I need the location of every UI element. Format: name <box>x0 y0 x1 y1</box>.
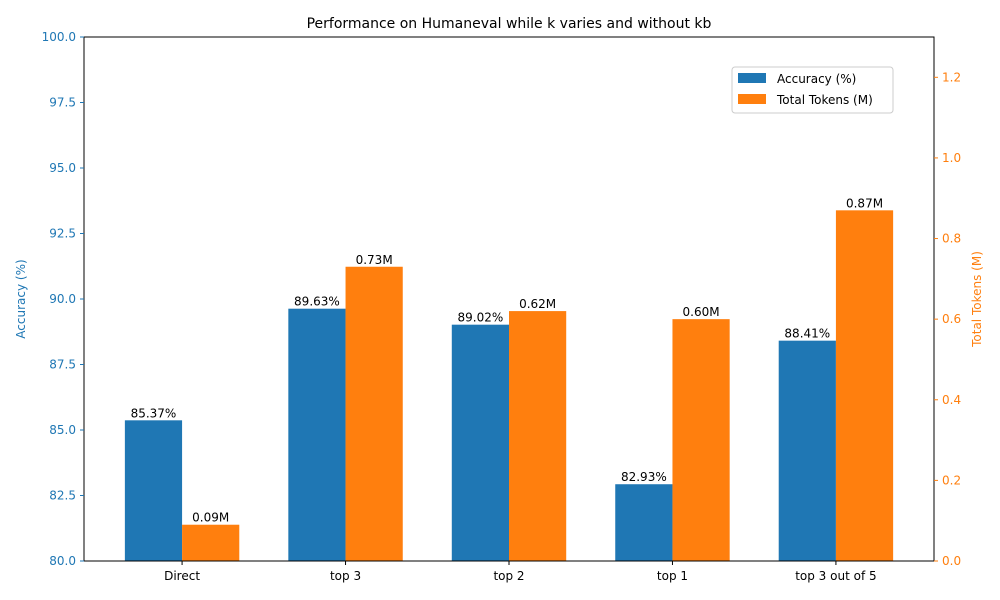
x-tick-label-3: top 1 <box>657 569 688 583</box>
x-tick-label-0: Direct <box>164 569 200 583</box>
x-tick-label-1: top 3 <box>330 569 361 583</box>
right-tick-label-0: 0.0 <box>942 554 961 568</box>
left-tick-label-6: 95.0 <box>49 161 76 175</box>
left-tick-label-5: 92.5 <box>49 227 76 241</box>
labels-layer: 85.37% 0.09M 89.63% 0.73M 89.02% 0.62M 82.93% 0… <box>131 196 883 524</box>
legend-label-0: Accuracy (%) <box>777 72 856 86</box>
accuracy-value-label-1: 89.63% <box>294 295 340 309</box>
tokens-value-label-4: 0.87M <box>846 196 883 210</box>
tokens-bar-1 <box>345 266 403 561</box>
tokens-bar-2 <box>509 311 567 561</box>
left-axis-title: Accuracy (%) <box>14 259 28 338</box>
accuracy-value-label-0: 85.37% <box>131 406 177 420</box>
left-tick-label-0: 80.0 <box>49 554 76 568</box>
tokens-value-label-2: 0.62M <box>519 297 556 311</box>
x-tick-label-2: top 2 <box>493 569 524 583</box>
tokens-value-label-0: 0.09M <box>192 511 229 525</box>
right-axis-title: Total Tokens (M) <box>970 251 984 348</box>
legend-box <box>731 66 894 114</box>
right-tick-label-2: 0.4 <box>942 393 961 407</box>
left-tick-label-3: 87.5 <box>49 358 76 372</box>
accuracy-bar-3 <box>615 484 673 561</box>
accuracy-bar-4 <box>778 340 836 561</box>
tokens-bar-4 <box>835 210 894 561</box>
left-tick-label-7: 97.5 <box>49 96 76 110</box>
accuracy-value-label-3: 82.93% <box>621 470 667 484</box>
left-tick-label-2: 85.0 <box>49 423 76 437</box>
axes-layer: 80.0 82.5 85.0 87.5 90.0 92.5 95.0 97.5 100.0 0.0… <box>14 30 984 583</box>
right-tick-label-1: 0.2 <box>942 473 961 487</box>
right-tick-label-3: 0.6 <box>942 312 961 326</box>
accuracy-value-label-2: 89.02% <box>458 311 504 325</box>
tokens-bar-3 <box>672 319 730 561</box>
legend-swatch-1 <box>738 94 766 104</box>
bars-layer <box>124 210 894 561</box>
legend-swatch-0 <box>738 73 766 83</box>
accuracy-bar-2 <box>451 324 509 561</box>
tokens-bar-0 <box>182 524 240 561</box>
right-tick-label-5: 1.0 <box>942 151 961 165</box>
left-tick-label-1: 82.5 <box>49 489 76 503</box>
accuracy-bar-0 <box>124 420 183 561</box>
left-tick-label-8: 100.0 <box>42 30 76 44</box>
accuracy-value-label-4: 88.41% <box>784 327 830 341</box>
right-tick-label-6: 1.2 <box>942 70 961 84</box>
x-tick-label-4: top 3 out of 5 <box>795 569 876 583</box>
legend-label-1: Total Tokens (M) <box>776 93 873 107</box>
left-tick-label-4: 90.0 <box>49 292 76 306</box>
chart-title: Performance on Humaneval while k varies … <box>307 16 712 32</box>
right-tick-label-4: 0.8 <box>942 232 961 246</box>
accuracy-bar-1 <box>288 308 346 561</box>
tokens-value-label-1: 0.73M <box>356 253 393 267</box>
tokens-value-label-3: 0.60M <box>683 305 720 319</box>
legend: Accuracy (%) Total Tokens (M) <box>731 66 894 114</box>
